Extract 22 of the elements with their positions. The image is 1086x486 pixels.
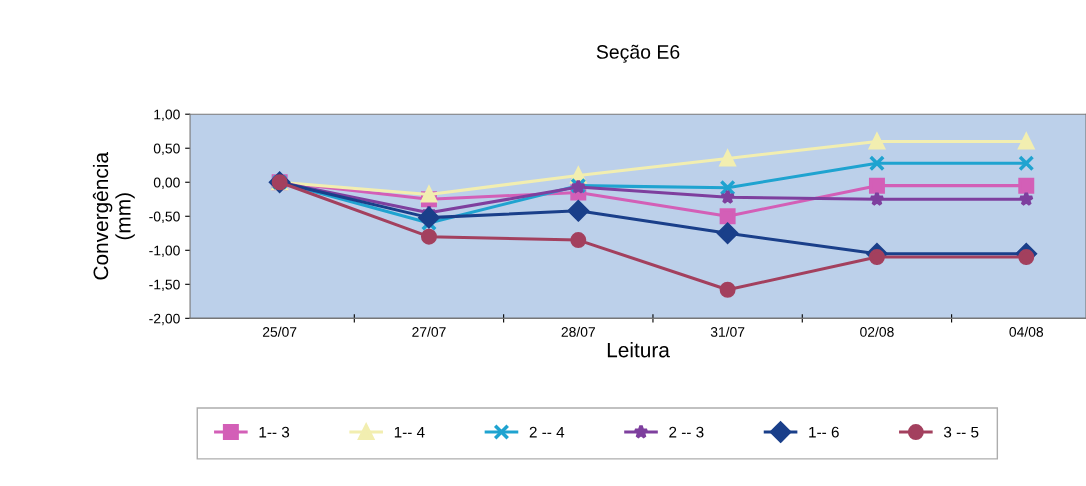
x-tick-label: 27/07 [412,326,446,337]
y-tick-label: 0,50 [153,143,180,156]
y-tick-label: -1,50 [149,279,180,292]
legend-label: 1-- 4 [394,426,425,438]
x-tick-label: 25/07 [262,326,297,337]
x-tick-label: 28/07 [561,326,595,337]
y-tick-label: 1,00 [154,109,180,122]
x-axis-title: Leitura [607,342,670,358]
legend-label: 2 -- 3 [669,426,704,438]
y-tick-label: -0,50 [149,211,180,224]
y-axis-title: Convergência (mm) [92,151,135,280]
legend-label: 1-- 3 [259,426,290,438]
chart-title: Seção E6 [596,44,680,63]
x-tick-label: 31/07 [710,326,745,337]
x-tick-label: 04/08 [1009,326,1044,337]
legend-label: 1-- 6 [809,426,839,438]
y-tick-label: -2,00 [149,313,180,326]
legend-label: 2 -- 4 [529,426,565,438]
legend-label: 3 -- 5 [943,426,979,438]
x-tick-label: 02/08 [860,326,894,337]
y-tick-label: 0,00 [153,177,180,190]
y-tick-label: -1,00 [149,245,180,258]
